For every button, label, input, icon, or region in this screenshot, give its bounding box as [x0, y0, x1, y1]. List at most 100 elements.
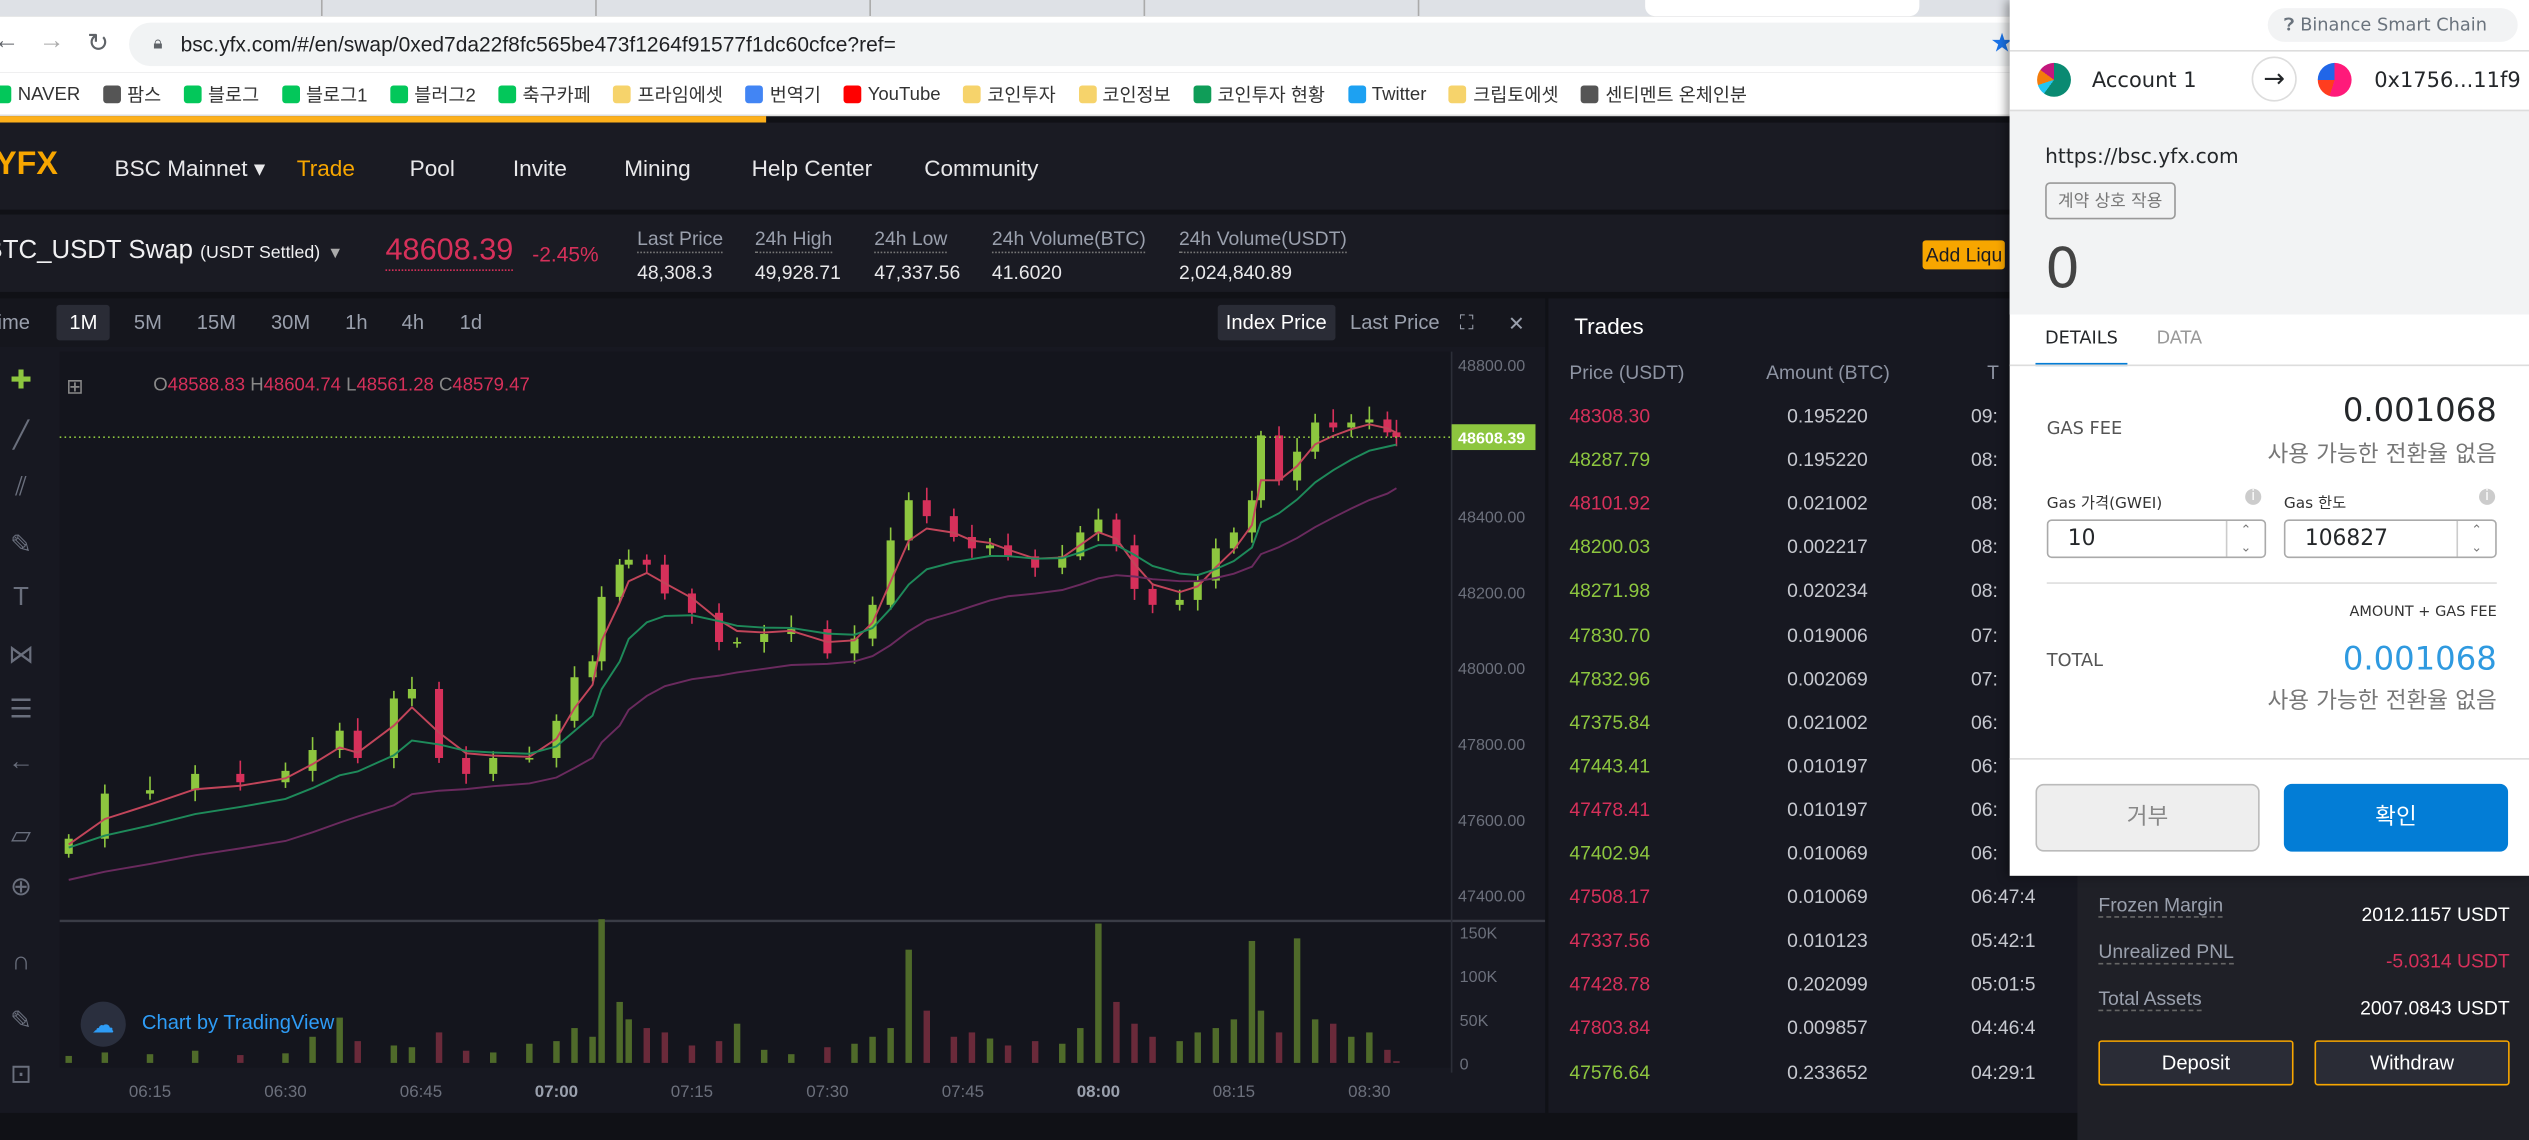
browser-tab-active[interactable] [1645, 0, 1920, 17]
reload-icon[interactable]: ↻ [87, 30, 109, 59]
bookmark-icon [102, 85, 121, 104]
confirm-button[interactable]: 확인 [2283, 783, 2509, 852]
crosshair-icon[interactable]: ✚ [10, 367, 32, 396]
reject-button[interactable]: 거부 [2035, 783, 2260, 852]
bookmark-icon [745, 85, 764, 104]
trade-amount: 0.002217 [1787, 535, 1868, 559]
zoom-in-icon[interactable]: ⊕ [10, 874, 32, 902]
tradingview-logo-icon[interactable]: ☁ [80, 1001, 126, 1047]
nav-community[interactable]: Community [924, 154, 1039, 181]
last-price-tab[interactable]: Last Price [1349, 311, 1440, 334]
interval-30m[interactable]: 30M [270, 311, 311, 334]
bookmark-item[interactable]: NAVER [0, 73, 80, 117]
add-liquidity-button[interactable]: Add Liqu [1922, 240, 2006, 270]
volume-bar [661, 1032, 669, 1063]
bookmark-item[interactable]: 코인투자 현황 [1193, 73, 1325, 117]
bookmark-item[interactable]: 축구카페 [498, 73, 591, 117]
brush-icon[interactable]: ✎ [10, 532, 32, 560]
bookmark-item[interactable]: 번역기 [745, 73, 821, 117]
fullscreen-icon[interactable]: ⛶ [1459, 311, 1474, 334]
volume-bar [788, 1054, 795, 1063]
browser-tab[interactable] [871, 0, 1146, 17]
magnet-icon[interactable]: ∩ [11, 948, 31, 976]
interval-1d[interactable]: 1d [459, 311, 483, 334]
bookmark-item[interactable]: 크립토에셋 [1449, 73, 1559, 117]
drawing-tools: ✚ ╱ ⫽ ✎ T ⋈ ☰ ← ▱ ⊕ ∩ ✎ ⊡ [0, 352, 48, 1110]
bookmark-label: 축구카페 [522, 86, 591, 106]
trade-price: 47576.64 [1569, 1060, 1651, 1084]
forward-icon[interactable]: → [38, 27, 65, 55]
trade-price: 48101.92 [1569, 492, 1651, 515]
fib-icon[interactable]: ☰ [9, 696, 33, 725]
tab-data[interactable]: DATA [2156, 327, 2203, 349]
gas-limit-input[interactable]: 106827 ⌃ ⌄ [2283, 519, 2497, 559]
bookmark-item[interactable]: 프라임에셋 [613, 73, 723, 117]
index-price-tab[interactable]: Index Price [1217, 304, 1335, 341]
lock-drawing-icon[interactable]: ✎ [10, 1008, 32, 1036]
nav-network-select[interactable]: BSC Mainnet ▾ [114, 154, 266, 181]
bookmark-item[interactable]: 코인정보 [1078, 73, 1171, 117]
bookmark-item[interactable]: 코인투자 [963, 73, 1056, 117]
bookmark-item[interactable]: 블로그1 [281, 73, 367, 117]
deposit-button[interactable]: Deposit [2098, 1040, 2294, 1086]
price-chart[interactable]: 48800.00 48400.00 48200.00 48000.00 47800.00… [0, 298, 1546, 1113]
symbol-selector[interactable]: BTC_USDT Swap (USDT Settled) ▼ [0, 237, 343, 266]
interval-5m[interactable]: 5M [133, 311, 162, 334]
nav-mining[interactable]: Mining [624, 154, 691, 181]
browser-tab[interactable] [597, 0, 871, 17]
bookmark-item[interactable]: YouTube [843, 73, 941, 117]
bookmark-item[interactable]: 블러그2 [390, 73, 476, 117]
tab-details[interactable]: DETAILS [2035, 327, 2128, 367]
nav-pool[interactable]: Pool [409, 154, 455, 181]
y-tick-label: 48800.00 [1458, 357, 1525, 375]
nav-invite[interactable]: Invite [512, 154, 567, 181]
browser-tab[interactable] [323, 0, 597, 17]
volume-bar [887, 1028, 894, 1063]
interval-time[interactable]: time [0, 311, 31, 334]
volume-bar [1095, 923, 1102, 1063]
nav-trade[interactable]: Trade [296, 154, 355, 181]
candle-body [308, 750, 317, 771]
bookmark-icon [1581, 85, 1599, 104]
gas-price-input[interactable]: 10 ⌃ ⌄ [2046, 519, 2267, 559]
y-tick-label: 47800.00 [1458, 736, 1525, 754]
browser-tab[interactable] [1145, 0, 1420, 17]
bookmark-star-icon[interactable]: ★ [1990, 30, 2014, 59]
volume-bar [390, 1045, 398, 1063]
back-icon[interactable]: ← [0, 27, 19, 56]
text-icon[interactable]: T [13, 583, 29, 612]
trade-amount: 0.009857 [1787, 1016, 1868, 1040]
interval-1h[interactable]: 1h [345, 311, 368, 334]
interval-4h[interactable]: 4h [401, 311, 425, 334]
stepper-icon[interactable]: ⌃ ⌄ [2225, 520, 2265, 557]
url-text[interactable]: bsc.yfx.com/#/en/swap/0xed7da22f8fc565be… [180, 32, 896, 57]
bookmark-item[interactable]: 블로그 [183, 73, 259, 117]
pitchfork-icon[interactable]: ⫽ [15, 474, 27, 502]
indicator-add-icon[interactable]: ⊞ [66, 374, 84, 399]
ruler-icon[interactable]: ▱ [11, 822, 31, 850]
pattern-icon[interactable]: ⋈ [8, 641, 34, 670]
trend-line-icon[interactable]: ╱ [13, 422, 29, 450]
network-pill[interactable]: ❓︎ Binance Smart Chain [2267, 8, 2518, 42]
stat-label: Last Price [637, 227, 724, 254]
interval-15m[interactable]: 15M [196, 311, 237, 334]
browser-tab[interactable] [0, 0, 323, 17]
bookmark-label: 코인투자 현황 [1217, 86, 1326, 106]
stepper-icon[interactable]: ⌃ ⌄ [2456, 520, 2495, 557]
nav-help-center[interactable]: Help Center [751, 154, 873, 181]
withdraw-button[interactable]: Withdraw [2314, 1040, 2510, 1086]
info-icon[interactable]: i [2479, 488, 2496, 505]
bookmark-item[interactable]: 팜스 [102, 73, 161, 117]
bookmark-icon [281, 85, 300, 104]
lock-icon[interactable]: ⊡ [10, 1061, 32, 1089]
info-icon[interactable]: i [2245, 488, 2262, 505]
interval-1m[interactable]: 1M [56, 304, 111, 341]
bookmark-item[interactable]: Twitter [1347, 73, 1426, 117]
close-icon[interactable]: ✕ [1508, 312, 1525, 336]
bookmark-item[interactable]: 센티멘트 온체인분 [1581, 73, 1747, 117]
gas-fee-value: 0.001068 [2342, 390, 2497, 430]
arrow-right-icon: → [2251, 56, 2297, 102]
tradingview-watermark[interactable]: Chart by TradingView [141, 1011, 335, 1034]
logo[interactable]: YFX [0, 146, 58, 183]
arrow-back-icon[interactable]: ← [8, 748, 34, 776]
